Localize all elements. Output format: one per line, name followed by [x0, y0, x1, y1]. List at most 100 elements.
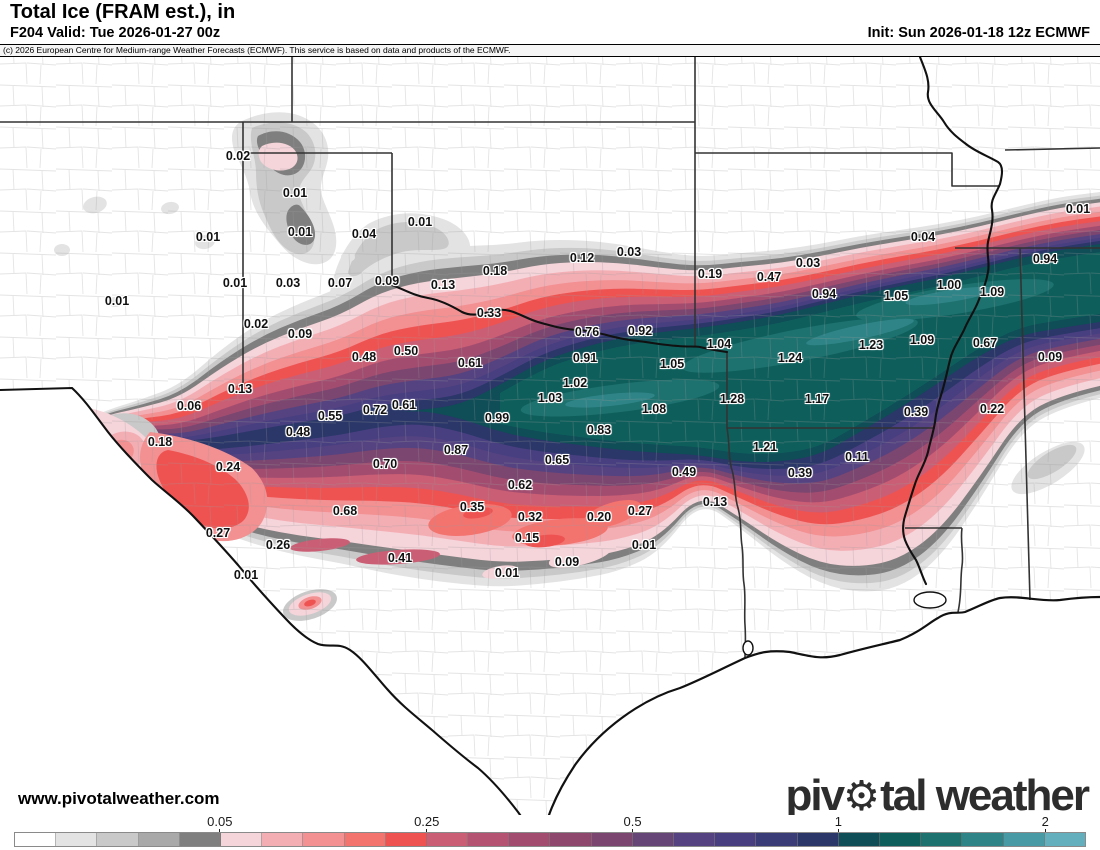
- color-scale-cell: [15, 833, 57, 846]
- logo-text-left: piv: [785, 771, 845, 815]
- contour-label: 0.03: [616, 244, 642, 259]
- map-canvas[interactable]: 0.02 0.01 0.01 0.01 0.04 0.01 0.01 0.02 0.09 0.13…: [0, 57, 1100, 815]
- contour-label: 0.61: [457, 355, 483, 370]
- contour-label: 0.19: [697, 266, 723, 281]
- contour-label: 1.09: [909, 332, 935, 347]
- rivers: [0, 57, 1004, 815]
- pivotal-weather-logo: piv⚙tal weather: [785, 771, 1090, 815]
- color-scale-cell: [344, 833, 386, 846]
- color-scale-tick-mark: [1044, 829, 1046, 833]
- color-scale-cell: [1003, 833, 1045, 846]
- contour-label: 0.62: [507, 477, 533, 492]
- contour-label: 0.11: [845, 449, 869, 464]
- contour-label: 0.68: [332, 503, 358, 518]
- contour-label: 1.04: [706, 336, 732, 351]
- sabine-lake: [742, 640, 754, 656]
- forecast-map: [0, 57, 1100, 815]
- color-scale-cell: [426, 833, 469, 846]
- valid-time-label: F204 Valid: Tue 2026-01-27 00z: [10, 25, 221, 41]
- contour-label: 0.09: [374, 273, 400, 288]
- contour-label: 0.13: [227, 381, 253, 396]
- contour-label: 0.24: [215, 459, 241, 474]
- color-scale-tick-mark: [632, 829, 634, 833]
- contour-label: 0.39: [787, 465, 813, 480]
- lakes: [742, 591, 947, 656]
- gear-icon: ⚙: [843, 773, 881, 815]
- contour-label: 0.72: [362, 402, 388, 417]
- red-river: [390, 283, 729, 354]
- color-scale-cell: [97, 833, 139, 846]
- contour-label: 1.23: [858, 337, 884, 352]
- contour-label: 0.03: [275, 275, 301, 290]
- contour-label: 0.02: [225, 148, 251, 163]
- contour-label: 1.21: [752, 439, 778, 454]
- copyright-bar: (c) 2026 European Centre for Medium-rang…: [0, 44, 1100, 57]
- color-scale-cell: [385, 833, 427, 846]
- contour-label: 0.50: [393, 343, 419, 358]
- contour-label: 0.33: [476, 305, 502, 320]
- contour-label: 1.09: [979, 284, 1005, 299]
- contour-label: 0.26: [265, 537, 291, 552]
- contour-label: 0.35: [459, 499, 485, 514]
- mexico-area: [0, 388, 521, 815]
- contour-label: 0.18: [147, 434, 173, 449]
- contour-label: 1.17: [804, 391, 830, 406]
- contour-label: 0.02: [243, 316, 269, 331]
- contour-label: 0.01: [407, 214, 433, 229]
- contour-label: 0.67: [972, 335, 998, 350]
- contour-label: 1.03: [537, 390, 563, 405]
- contour-label: 1.24: [777, 350, 803, 365]
- color-scale-cell: [797, 833, 839, 846]
- color-scale-tick-mark: [837, 829, 839, 833]
- contour-label: 0.03: [795, 255, 821, 270]
- contour-label: 0.18: [482, 263, 508, 278]
- color-scale-cell: [138, 833, 180, 846]
- color-scale-tick-label: 2: [1041, 814, 1049, 829]
- contour-label: 1.05: [659, 356, 685, 371]
- contour-label: 0.01: [282, 185, 308, 200]
- color-scale-tick-label: 0.25: [414, 814, 440, 829]
- contour-label: 0.01: [195, 229, 221, 244]
- contour-label: 0.15: [514, 530, 540, 545]
- contour-label: 1.02: [562, 375, 588, 390]
- contour-label: 0.47: [756, 269, 782, 284]
- init-time-label: Init: Sun 2026-01-18 12z ECMWF: [867, 25, 1090, 41]
- color-scale-tick-label: 0.05: [207, 814, 233, 829]
- contour-label: 0.92: [627, 323, 653, 338]
- contour-label: 0.87: [443, 442, 469, 457]
- contour-label: 0.01: [287, 224, 313, 239]
- contour-label: 0.70: [372, 456, 398, 471]
- gulf-of-mexico: [549, 597, 1100, 815]
- contour-label: 0.99: [484, 410, 510, 425]
- contour-label: 1.08: [641, 401, 667, 416]
- color-scale-cell: [962, 833, 1004, 846]
- contour-label: 0.12: [569, 250, 595, 265]
- color-scale-cell: [838, 833, 880, 846]
- contour-label: 0.20: [586, 509, 612, 524]
- rio-grande-river: [0, 386, 522, 815]
- state-borders: [0, 57, 1100, 659]
- contour-label: 1.00: [936, 277, 962, 292]
- logo-text-right: tal weather: [880, 771, 1090, 815]
- contour-label: 0.13: [702, 494, 728, 509]
- color-scale-cell: [468, 833, 510, 846]
- color-scale-tick-mark: [219, 829, 221, 833]
- color-scale-cell: [921, 833, 963, 846]
- contour-label: 0.13: [430, 277, 456, 292]
- contour-label: 0.01: [1065, 201, 1091, 216]
- color-scale-cell: [715, 833, 757, 846]
- contour-label: 0.32: [517, 509, 543, 524]
- color-scale-bar: [14, 832, 1086, 847]
- color-scale-ticks: 0.05 0.25 0.5 1 2: [14, 814, 1086, 833]
- site-url: www.pivotalweather.com: [18, 789, 220, 808]
- contour-label: 0.01: [233, 567, 259, 582]
- contour-label: 0.06: [176, 398, 202, 413]
- contour-label: 0.01: [631, 537, 657, 552]
- lake-pontchartrain: [913, 591, 947, 609]
- contour-label: 0.94: [1032, 251, 1058, 266]
- color-scale-cell: [303, 833, 345, 846]
- color-scale-cell: [220, 833, 263, 846]
- contour-label: 0.07: [327, 275, 353, 290]
- contour-label: 1.28: [719, 391, 745, 406]
